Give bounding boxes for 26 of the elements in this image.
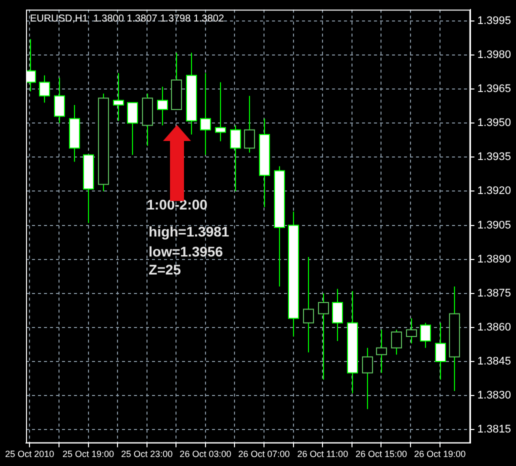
- x-tick-label: 26 Oct 11:00: [297, 449, 348, 460]
- y-tick-label: 1.3920: [477, 185, 512, 198]
- y-tick-label: 1.3905: [477, 219, 512, 232]
- annotation: low=1.3956: [148, 244, 224, 260]
- y-tick-label: 1.3830: [477, 390, 512, 402]
- y-tick-label: 1.3860: [477, 321, 512, 334]
- x-tick-label: 26 Oct 15:00: [355, 449, 408, 460]
- y-tick-label: 1.3875: [477, 287, 512, 300]
- y-tick-label: 1.3890: [477, 253, 512, 266]
- y-tick-label: 1.3935: [477, 151, 512, 164]
- y-tick-label: 1.3815: [477, 424, 512, 436]
- annotation: high=1.3981: [148, 223, 230, 240]
- x-tick-label: 26 Oct 03:00: [180, 449, 232, 460]
- y-tick-label: 1.3965: [477, 83, 512, 96]
- x-tick-label: 25 Oct 2010: [5, 449, 54, 460]
- chart-title: EURUSD,H1 1.3800 1.3807 1.3798 1.3802: [30, 13, 224, 24]
- y-tick-label: 1.3845: [477, 356, 512, 368]
- annotation: Z=25: [148, 261, 182, 278]
- y-tick-label: 1.3950: [477, 117, 512, 130]
- x-tick-label: 26 Oct 19:00: [414, 449, 466, 460]
- annotation: 1:00-2:00: [146, 196, 208, 212]
- y-tick-label: 1.3995: [477, 14, 512, 27]
- x-tick-label: 25 Oct 23:00: [121, 449, 173, 460]
- x-tick-label: 25 Oct 19:00: [62, 449, 114, 460]
- y-tick-label: 1.3980: [477, 49, 512, 62]
- x-tick-label: 26 Oct 07:00: [238, 449, 290, 460]
